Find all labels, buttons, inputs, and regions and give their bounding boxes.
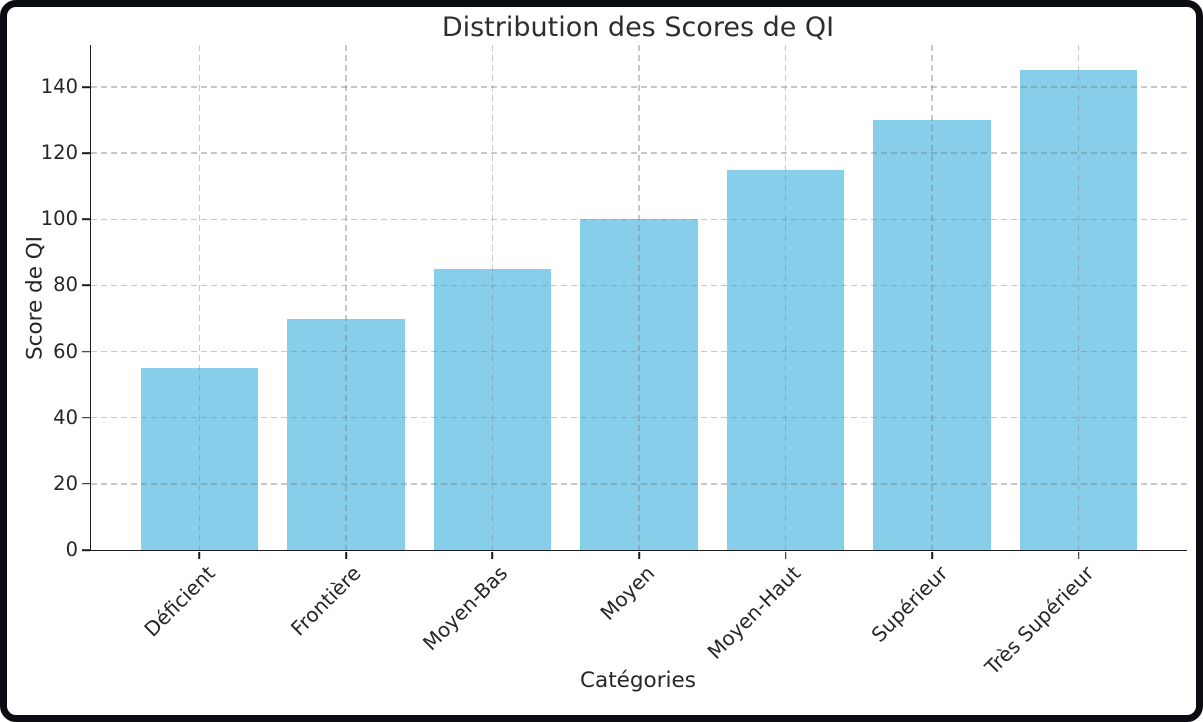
x-axis-label: Catégories [580, 668, 696, 693]
y-tick-label: 100 [40, 207, 78, 231]
x-tick-mark [931, 551, 933, 559]
v-gridline [1077, 45, 1080, 550]
x-tick-label: Déficient [139, 561, 220, 642]
y-tick-mark [82, 549, 90, 551]
chart-title: Distribution des Scores de QI [441, 12, 835, 43]
y-tick-label: 20 [53, 471, 78, 495]
y-tick-label: 40 [53, 405, 78, 429]
v-gridline [784, 45, 787, 550]
v-gridline [345, 45, 347, 550]
y-tick-mark [82, 152, 90, 154]
bar [726, 169, 845, 550]
x-tick-label: Moyen-Haut [702, 561, 806, 664]
x-tick-mark [638, 551, 640, 559]
h-gridline [91, 483, 1187, 485]
h-gridline [91, 86, 1187, 88]
h-gridline [91, 416, 1187, 419]
v-gridline [931, 45, 933, 550]
h-gridline [91, 152, 1187, 154]
x-tick-label: Moyen-Bas [418, 561, 513, 656]
h-gridline [91, 218, 1187, 221]
x-tick-mark [1077, 551, 1080, 559]
h-gridline [91, 284, 1187, 287]
y-tick-label: 120 [40, 141, 78, 165]
y-tick-mark [82, 350, 90, 353]
x-tick-mark [784, 551, 787, 559]
y-tick-mark [82, 284, 90, 287]
y-tick-label: 140 [40, 75, 78, 99]
x-tick-label: Très Supérieur [980, 561, 1099, 680]
x-tick-mark [198, 551, 201, 559]
bar [287, 318, 405, 550]
h-gridline [91, 350, 1187, 353]
y-tick-label: 0 [65, 538, 78, 562]
bar [433, 268, 552, 550]
y-axis-label: Score de QI [22, 235, 48, 360]
y-tick-mark [82, 86, 90, 88]
x-tick-label: Supérieur [866, 561, 953, 647]
v-gridline [638, 45, 640, 550]
v-gridline [198, 45, 201, 550]
bar [580, 219, 698, 550]
bar [1019, 70, 1138, 550]
x-tick-label: Moyen [595, 561, 659, 625]
y-tick-label: 80 [53, 273, 78, 297]
bar [873, 120, 991, 550]
x-tick-mark [491, 551, 494, 559]
y-tick-mark [82, 483, 90, 485]
x-tick-mark [345, 551, 347, 559]
bar [140, 368, 259, 550]
v-gridline [491, 45, 494, 550]
y-tick-mark [82, 416, 90, 419]
y-tick-mark [82, 218, 90, 221]
x-tick-label: Frontière [286, 561, 366, 641]
y-tick-label: 60 [53, 339, 78, 363]
plot-area: 0 20 40 60 80 100 120 140 Déficient Frontière Moye… [41, 45, 1187, 679]
